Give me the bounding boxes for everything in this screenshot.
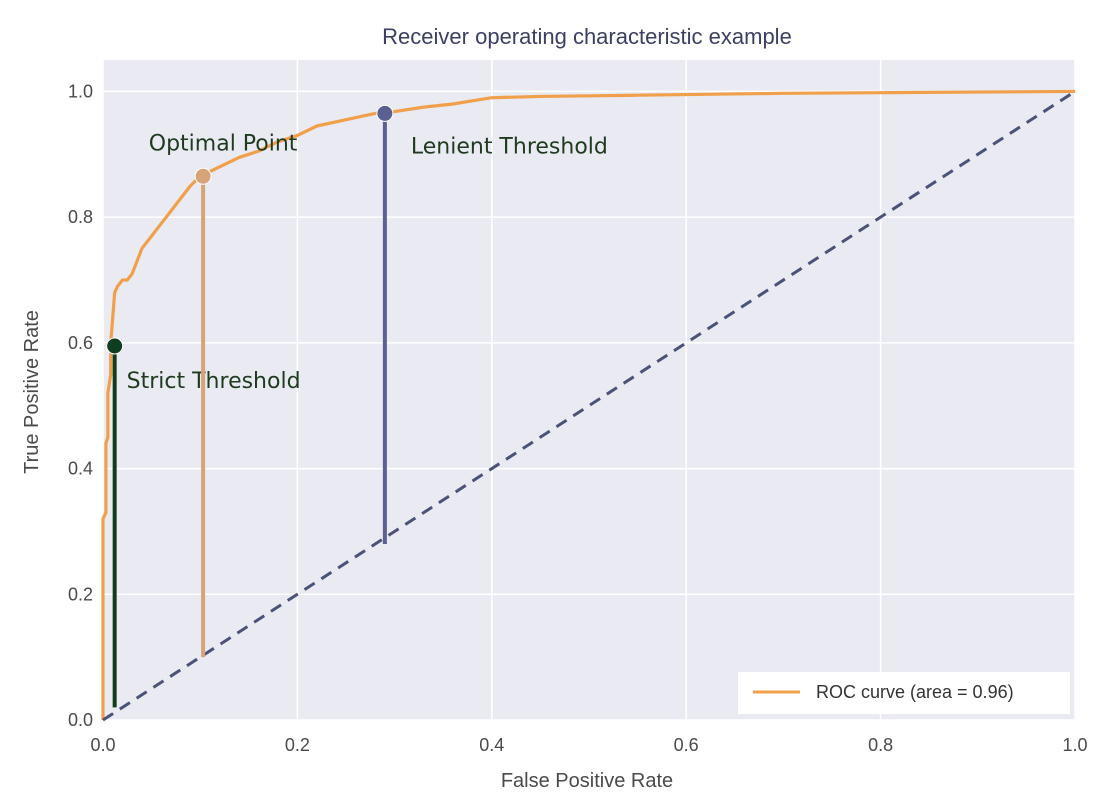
chart-title: Receiver operating characteristic exampl… (382, 24, 792, 49)
y-tick-label: 1.0 (68, 81, 93, 101)
y-axis-label: True Positive Rate (21, 310, 43, 474)
annotation-marker (376, 104, 394, 122)
tick-labels: 0.0 0.2 0.4 0.6 0.8 1.0 0.0 0.2 0.4 0.6 0.8 1.0 (68, 81, 1088, 755)
annotation-label: Optimal Point (149, 131, 298, 156)
annotation-label: Lenient Threshold (411, 134, 608, 159)
legend-label: ROC curve (area = 0.96) (816, 682, 1014, 702)
chance-diagonal-line (102, 90, 1076, 722)
x-tick-label: 0.8 (868, 735, 893, 755)
y-tick-label: 0.0 (68, 710, 93, 730)
x-tick-label: 0.2 (285, 735, 310, 755)
y-tick-label: 0.2 (68, 584, 93, 604)
x-axis-label: False Positive Rate (501, 770, 673, 792)
y-tick-label: 0.8 (68, 207, 93, 227)
x-tick-label: 1.0 (1062, 735, 1087, 755)
annotation-marker (194, 167, 212, 185)
annotations-layer: Strict Threshold Optimal Point Lenient Thr… (106, 104, 608, 708)
x-tick-label: 0.4 (479, 735, 504, 755)
annotation-marker (106, 337, 124, 355)
grid-lines (102, 60, 1076, 721)
y-tick-label: 0.4 (68, 459, 93, 479)
plot-area (103, 60, 1075, 720)
legend: ROC curve (area = 0.96) (738, 672, 1070, 714)
x-tick-label: 0.0 (90, 735, 115, 755)
x-tick-label: 0.6 (674, 735, 699, 755)
annotation-label: Strict Threshold (127, 369, 301, 394)
y-tick-label: 0.6 (68, 333, 93, 353)
